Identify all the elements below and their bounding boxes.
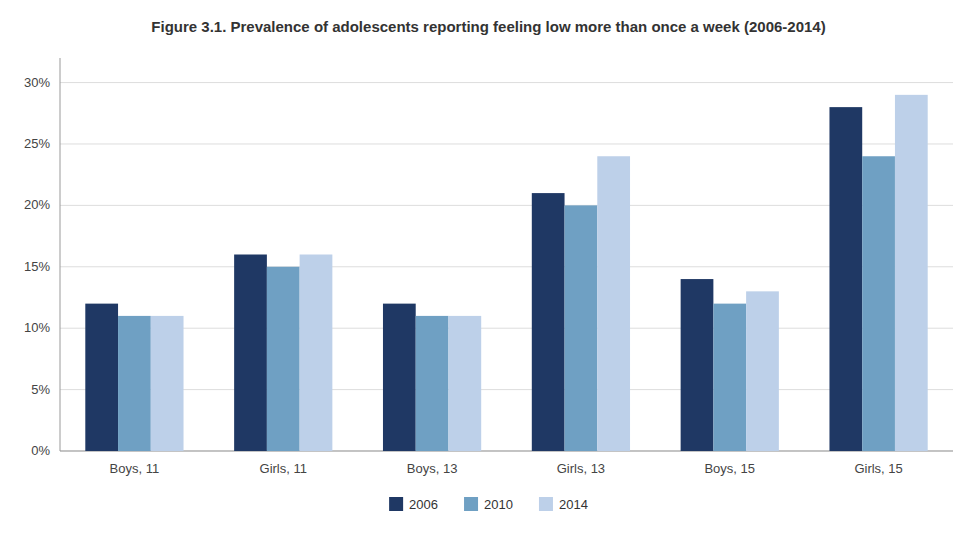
y-tick-label: 5%	[31, 382, 50, 397]
bar	[862, 156, 895, 451]
legend-label: 2014	[559, 497, 588, 512]
bar	[597, 156, 630, 451]
grid-line	[60, 328, 953, 329]
x-tick-label: Girls, 13	[557, 461, 605, 476]
bar	[267, 267, 300, 451]
bar	[300, 255, 333, 452]
grid-line	[60, 143, 953, 144]
bar	[829, 107, 862, 451]
title: Figure 3.1. Prevalence of adolescents re…	[151, 18, 825, 35]
bar	[746, 291, 779, 451]
bar	[713, 304, 746, 451]
x-tick-label: Boys, 15	[704, 461, 755, 476]
grid-line	[60, 451, 953, 452]
x-tick-label: Girls, 15	[854, 461, 902, 476]
x-tick-label: Boys, 13	[407, 461, 458, 476]
legend-swatch	[389, 497, 403, 511]
chart: Figure 3.1. Prevalence of adolescents re…	[0, 0, 977, 543]
x-tick-label: Boys, 11	[110, 461, 160, 476]
bar	[895, 95, 928, 451]
bar	[681, 279, 714, 451]
bars	[85, 95, 927, 451]
y-tick-label: 30%	[24, 75, 50, 90]
legend: 2006 2010 2014	[389, 497, 588, 512]
bar	[565, 205, 598, 451]
bar	[234, 255, 267, 452]
x-tick-label: Girls, 11	[260, 461, 307, 476]
y-tick-label: 10%	[24, 320, 50, 335]
grid-line	[60, 389, 953, 390]
y-tick-label: 0%	[31, 443, 50, 458]
grid	[60, 83, 953, 451]
bar	[383, 304, 416, 451]
x-axis-line	[60, 451, 953, 452]
y-tick-label: 25%	[24, 136, 50, 151]
bar	[532, 193, 565, 451]
bar	[85, 304, 118, 451]
grid-line	[60, 82, 953, 83]
bar	[448, 316, 481, 451]
bar	[416, 316, 449, 451]
legend-swatch	[539, 497, 553, 511]
bar	[151, 316, 184, 451]
y-tick-label: 20%	[24, 197, 50, 212]
grid-line	[60, 266, 953, 267]
y-tick-label: 15%	[24, 259, 50, 274]
legend-label: 2006	[409, 497, 438, 512]
bar	[118, 316, 151, 451]
y-axis-line	[60, 58, 61, 451]
legend-label: 2010	[484, 497, 513, 512]
grid-line	[60, 205, 953, 206]
legend-swatch	[464, 497, 478, 511]
